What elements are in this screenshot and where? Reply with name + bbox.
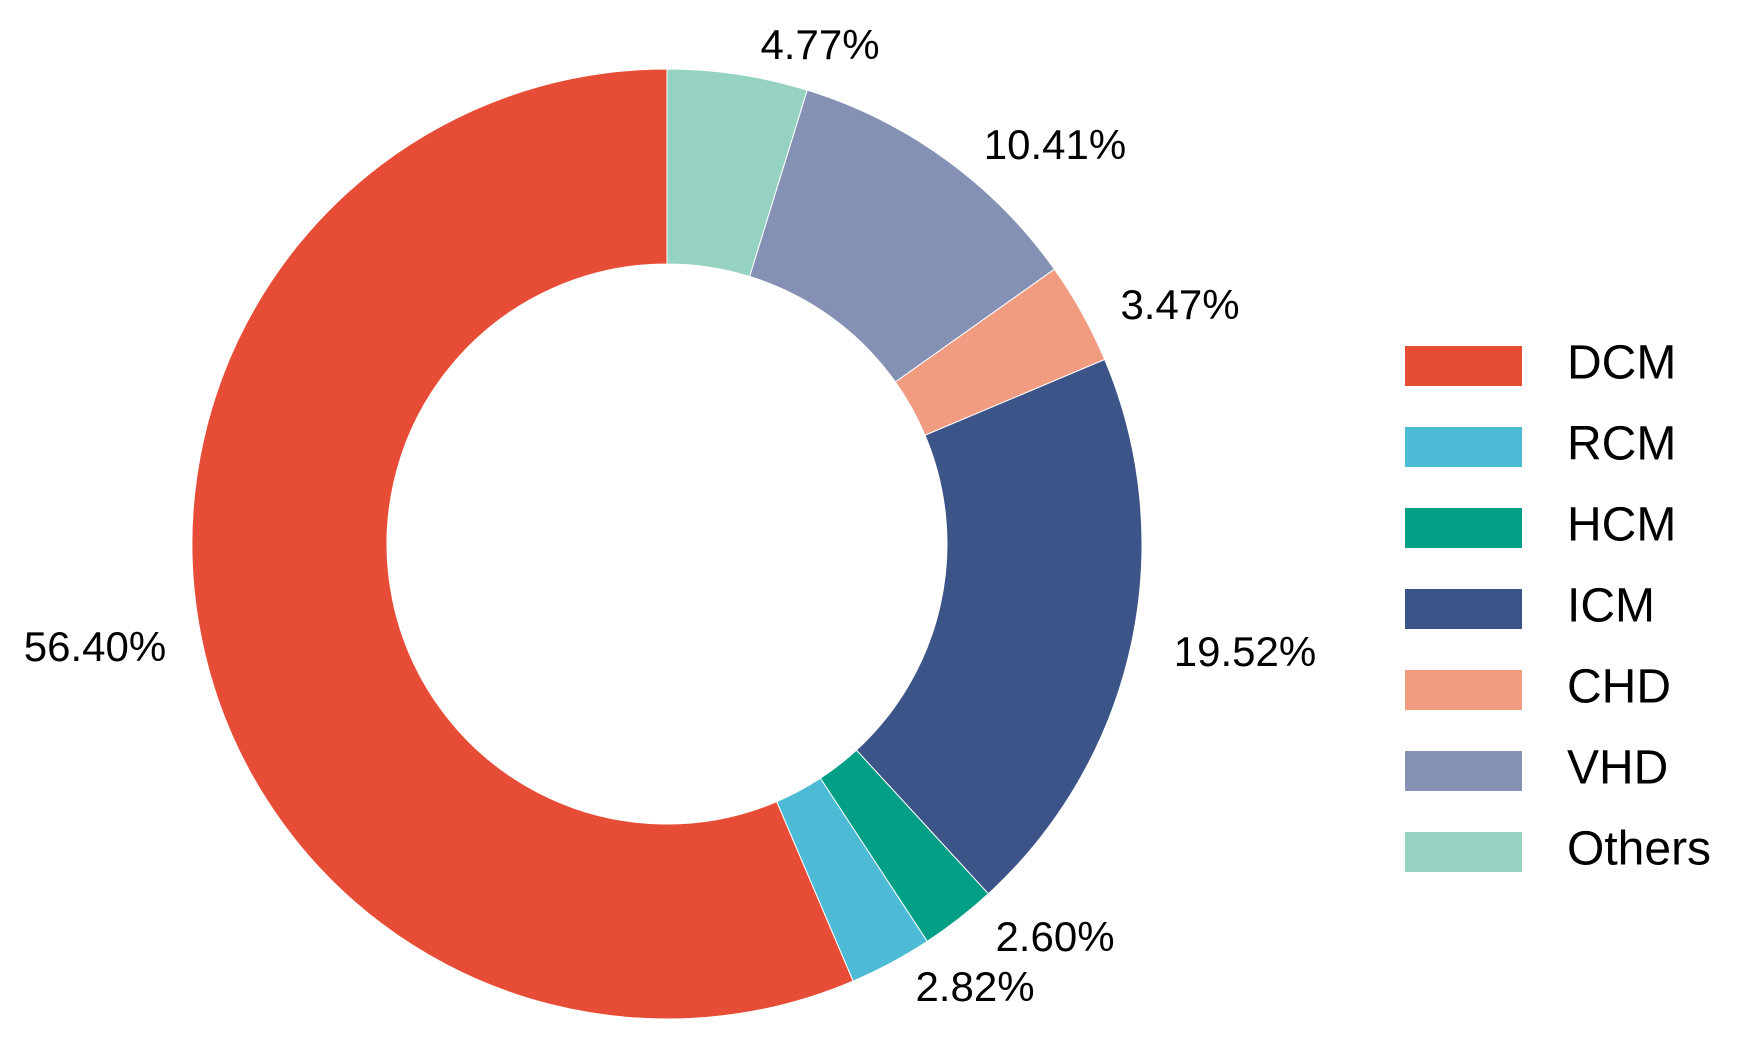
legend-item-chd: CHD — [1405, 661, 1671, 714]
legend-swatch-hcm — [1405, 508, 1522, 548]
legend-item-hcm: HCM — [1405, 499, 1676, 552]
legend-item-icm: ICM — [1405, 580, 1655, 633]
legend-label-rcm: RCM — [1567, 418, 1676, 471]
slice-label-hcm: 2.60% — [995, 913, 1114, 960]
slice-label-icm: 19.52% — [1174, 628, 1316, 675]
slice-dcm — [191, 68, 854, 1020]
legend-item-vhd: VHD — [1405, 742, 1668, 795]
legend-swatch-icm — [1405, 589, 1522, 629]
legend-label-others: Others — [1567, 823, 1711, 876]
legend-item-others: Others — [1405, 823, 1711, 876]
slice-label-dcm: 56.40% — [24, 623, 166, 670]
legend-swatch-vhd — [1405, 751, 1522, 791]
slice-labels: 4.77% 10.41% 3.47% 19.52% 2.60%2.82% 56.40% — [24, 21, 1316, 1010]
legend-swatch-dcm — [1405, 346, 1522, 386]
slice-icm — [855, 358, 1143, 895]
donut-slices — [191, 68, 1143, 1020]
slice-label-others: 4.77% — [760, 21, 879, 68]
legend-label-hcm: HCM — [1567, 499, 1676, 552]
legend: DCM RCM HCM ICM CHD VHD Others — [1405, 337, 1711, 876]
legend-swatch-rcm — [1405, 427, 1522, 467]
legend-item-rcm: RCM — [1405, 418, 1676, 471]
legend-label-dcm: DCM — [1567, 337, 1676, 390]
legend-label-vhd: VHD — [1567, 742, 1668, 795]
legend-label-chd: CHD — [1567, 661, 1671, 714]
slice-label-vhd: 10.41% — [984, 121, 1126, 168]
slice-label-rcm: 2.82% — [915, 963, 1034, 1010]
legend-label-icm: ICM — [1567, 580, 1655, 633]
slice-label-chd: 3.47% — [1120, 281, 1239, 328]
legend-swatch-chd — [1405, 670, 1522, 710]
legend-swatch-others — [1405, 832, 1522, 872]
legend-item-dcm: DCM — [1405, 337, 1676, 390]
